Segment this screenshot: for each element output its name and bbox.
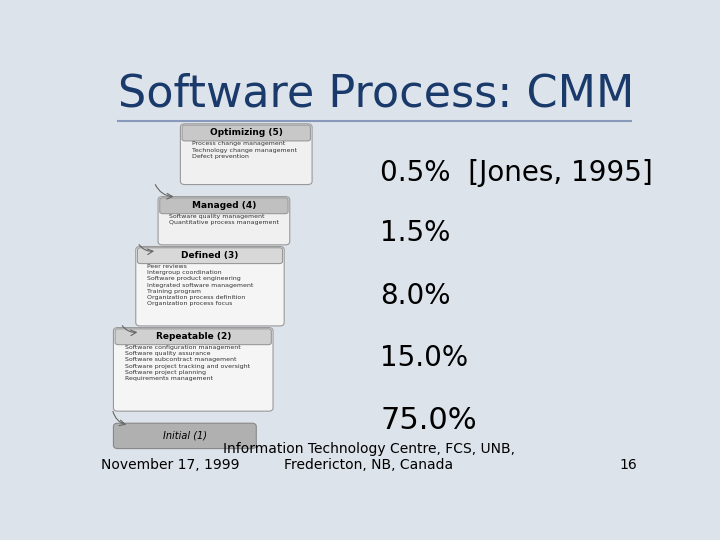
Text: Software Process: CMM: Software Process: CMM bbox=[118, 72, 634, 116]
FancyBboxPatch shape bbox=[115, 329, 271, 345]
Text: Managed (4): Managed (4) bbox=[192, 201, 256, 210]
Text: Optimizing (5): Optimizing (5) bbox=[210, 129, 283, 138]
Text: Repeatable (2): Repeatable (2) bbox=[156, 332, 231, 341]
Text: 1.5%: 1.5% bbox=[380, 219, 451, 247]
FancyBboxPatch shape bbox=[181, 124, 312, 185]
FancyBboxPatch shape bbox=[160, 198, 288, 214]
Text: 75.0%: 75.0% bbox=[380, 406, 477, 435]
FancyBboxPatch shape bbox=[138, 248, 282, 264]
Text: Initial (1): Initial (1) bbox=[163, 431, 207, 441]
Text: Defined (3): Defined (3) bbox=[181, 251, 238, 260]
Text: Peer reviews
Intergroup coordination
Software product engineering
Integrated sof: Peer reviews Intergroup coordination Sof… bbox=[147, 264, 253, 306]
Text: 8.0%: 8.0% bbox=[380, 281, 451, 309]
FancyBboxPatch shape bbox=[114, 328, 273, 411]
FancyBboxPatch shape bbox=[158, 197, 289, 245]
Text: 15.0%: 15.0% bbox=[380, 344, 468, 372]
Text: 16: 16 bbox=[619, 458, 637, 472]
FancyBboxPatch shape bbox=[182, 125, 310, 141]
Text: Process change management
Technology change management
Defect prevention: Process change management Technology cha… bbox=[192, 141, 297, 159]
Text: Information Technology Centre, FCS, UNB,
Fredericton, NB, Canada: Information Technology Centre, FCS, UNB,… bbox=[223, 442, 515, 472]
FancyBboxPatch shape bbox=[114, 423, 256, 449]
Text: Software configuration management
Software quality assurance
Software subcontrac: Software configuration management Softwa… bbox=[125, 345, 250, 381]
FancyBboxPatch shape bbox=[136, 246, 284, 326]
Text: 0.5%  [Jones, 1995]: 0.5% [Jones, 1995] bbox=[380, 159, 653, 187]
Text: Software quality management
Quantitative process management: Software quality management Quantitative… bbox=[169, 214, 279, 225]
Text: November 17, 1999: November 17, 1999 bbox=[101, 458, 240, 472]
